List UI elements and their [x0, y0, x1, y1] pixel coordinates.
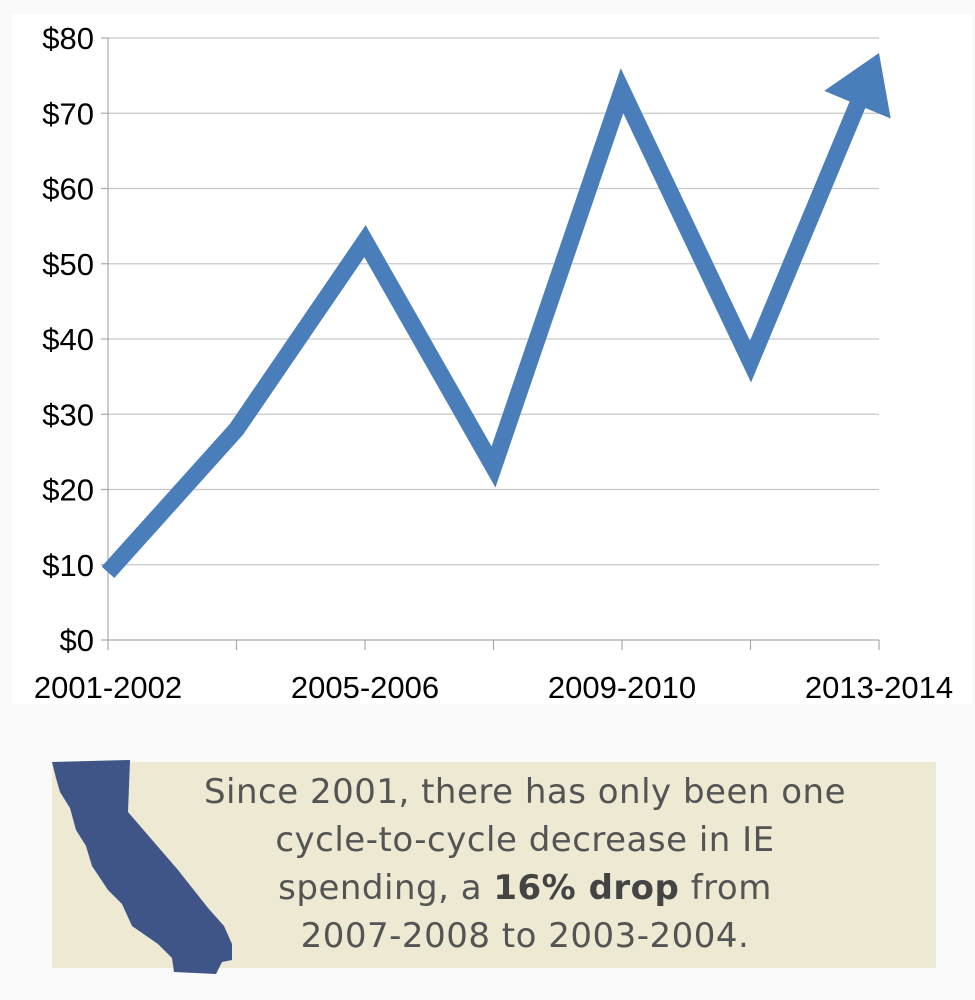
callout-line-4: 2007-2008 to 2003-2004.: [300, 916, 750, 956]
axes: [101, 37, 880, 650]
y-tick-label: $40: [42, 322, 94, 357]
data-point: [236, 428, 238, 430]
callout-line-2: cycle-to-cycle decrease in IE: [275, 820, 775, 860]
x-tick-label: 2005-2006: [291, 670, 439, 704]
x-tick-labels: 2001-2002 2005-2006 2009-2010 2013-2014: [34, 670, 953, 704]
x-tick-label: 2009-2010: [548, 670, 696, 704]
x-tick-label: 2001-2002: [34, 670, 182, 704]
california-state-icon: [52, 760, 232, 974]
callout-line-3: spending, a 16% drop from: [160, 864, 890, 912]
y-tick-labels: $0 $10 $20 $30 $40 $50 $60 $70 $80: [42, 21, 94, 658]
callout-line-3-end: from: [679, 868, 772, 908]
series-layer: [101, 52, 891, 578]
y-tick-label: $10: [42, 548, 94, 583]
series-arrow-head: [824, 53, 891, 119]
data-point: [364, 240, 366, 242]
data-point: [621, 90, 623, 92]
y-tick-label: $50: [42, 247, 94, 282]
y-tick-label: $70: [42, 96, 94, 131]
x-tick-label: 2013-2014: [805, 670, 953, 704]
data-point: [750, 361, 752, 363]
y-tick-label: $80: [42, 21, 94, 56]
data-point: [493, 466, 495, 468]
callout-line-1: Since 2001, there has only been one: [203, 772, 847, 812]
chart-panel: $0 $10 $20 $30 $40 $50 $60 $70 $80 2001-2002 2005…: [12, 14, 972, 704]
y-tick-label: $30: [42, 397, 94, 432]
gridlines: [108, 37, 879, 566]
california-shape: [52, 760, 232, 974]
data-point: [878, 52, 880, 54]
callout-text: Since 2001, there has only been one cycl…: [160, 768, 890, 960]
y-tick-label: $60: [42, 172, 94, 207]
data-point: [107, 571, 109, 573]
series-line: [101, 68, 867, 578]
line-chart: $0 $10 $20 $30 $40 $50 $60 $70 $80 2001-2002 2005…: [34, 21, 953, 704]
y-tick-label: $20: [42, 473, 94, 508]
callout-line-3-start: spending, a: [278, 868, 494, 908]
callout-highlight: 16% drop: [493, 868, 680, 908]
y-tick-label: $0: [60, 623, 94, 658]
